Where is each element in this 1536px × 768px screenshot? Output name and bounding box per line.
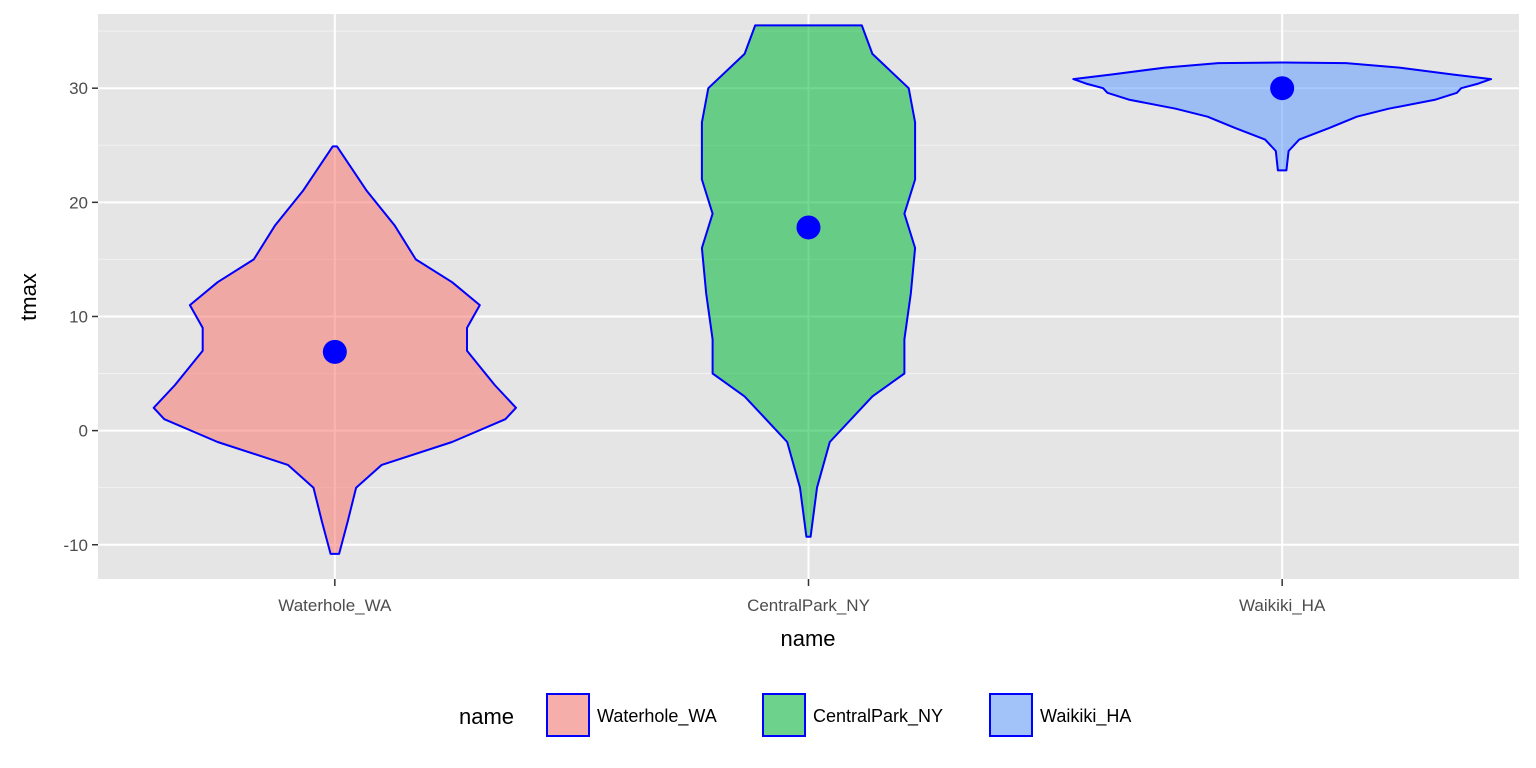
x-tick-label: Waterhole_WA (278, 596, 392, 615)
legend-label: Waterhole_WA (597, 706, 717, 727)
legend-key-Waikiki_HA (989, 693, 1033, 737)
legend-label: CentralPark_NY (813, 706, 943, 727)
legend-key-CentralPark_NY (762, 693, 806, 737)
y-axis-title: tmax (16, 273, 41, 321)
x-axis: Waterhole_WA CentralPark_NY Waikiki_HA (278, 579, 1326, 615)
x-tick-label: CentralPark_NY (747, 596, 870, 615)
violin-Waikiki_HA (1072, 61, 1493, 172)
median-point-CentralPark_NY (796, 215, 821, 240)
y-tick-label: 0 (79, 422, 88, 441)
violin-CentralPark_NY (700, 24, 917, 538)
median-point-Waterhole_WA (322, 339, 347, 364)
legend-key-Waterhole_WA (546, 693, 590, 737)
legend-label: Waikiki_HA (1040, 706, 1131, 727)
median-point-Waikiki_HA (1270, 76, 1295, 101)
x-tick-label: Waikiki_HA (1239, 596, 1326, 615)
y-tick-label: -10 (63, 536, 88, 555)
x-axis-title: name (780, 626, 835, 651)
y-tick-label: 10 (69, 307, 88, 326)
median-points (322, 76, 1295, 364)
y-tick-label: 30 (69, 79, 88, 98)
y-axis: -10 0 10 20 30 (63, 79, 98, 555)
y-tick-label: 20 (69, 193, 88, 212)
legend-title: name (459, 704, 514, 729)
legend: name Waterhole_WA CentralPark_NY Waikiki_H… (459, 693, 1131, 737)
